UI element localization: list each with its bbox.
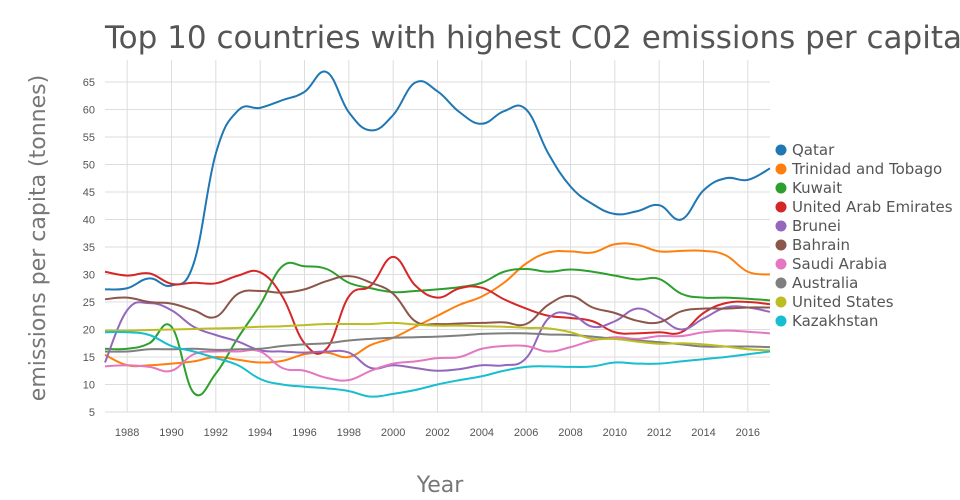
series-line-bahrain	[104, 275, 771, 327]
y-tick-label: 40	[83, 215, 95, 227]
x-tick-label: 2012	[647, 427, 671, 439]
x-tick-label: 2006	[514, 427, 538, 439]
legend-label-australia: Australia	[792, 274, 858, 292]
axis-ticks: 1988 1990 1992 1994 1996 1998 2000 2002 2004 2006…	[83, 77, 760, 439]
legend-marker-united-states	[775, 296, 787, 308]
y-tick-label: 20	[83, 325, 95, 337]
legend-marker-united-arab-emirates	[775, 201, 787, 213]
x-tick-label: 2000	[381, 427, 405, 439]
legend-label-bahrain: Bahrain	[792, 236, 850, 254]
y-tick-label: 35	[83, 242, 95, 254]
legend-label-united-arab-emirates: United Arab Emirates	[792, 198, 953, 216]
legend-label-saudi-arabia: Saudi Arabia	[792, 255, 887, 273]
x-tick-label: 2010	[603, 427, 627, 439]
legend-label-qatar: Qatar	[792, 141, 835, 159]
legend-marker-brunei	[775, 220, 787, 232]
x-tick-label: 1996	[292, 427, 316, 439]
x-tick-label: 2014	[691, 427, 715, 439]
legend-marker-kazakhstan	[775, 315, 787, 327]
legend-marker-australia	[775, 277, 787, 289]
y-tick-label: 25	[83, 297, 95, 309]
legend-marker-trinidad-and-tobago	[775, 163, 787, 175]
series-line-saudi-arabia	[104, 329, 771, 382]
legend-marker-bahrain	[775, 239, 787, 251]
x-tick-label: 2004	[470, 427, 494, 439]
legend-label-united-states: United States	[792, 293, 894, 311]
series-line-kuwait	[104, 261, 771, 397]
grid	[105, 60, 770, 413]
x-tick-label: 2002	[425, 427, 449, 439]
y-axis-title: emissions per capita (tonnes)	[26, 75, 51, 401]
y-tick-label: 30	[83, 270, 95, 282]
x-tick-label: 1990	[159, 427, 183, 439]
series-line-australia	[104, 332, 771, 353]
series-line-united-arab-emirates	[104, 255, 771, 355]
y-tick-label: 55	[83, 132, 95, 144]
x-axis-title: Year	[416, 473, 465, 498]
y-tick-label: 60	[83, 105, 95, 117]
series-line-united-states	[104, 321, 771, 352]
legend-label-trinidad-and-tobago: Trinidad and Tobago	[791, 160, 942, 178]
series-line-brunei	[104, 301, 771, 372]
x-tick-label: 1992	[204, 427, 228, 439]
x-tick-label: 1994	[248, 427, 272, 439]
x-tick-label: 2016	[736, 427, 760, 439]
x-tick-label: 2008	[558, 427, 582, 439]
y-tick-label: 65	[83, 77, 95, 89]
chart-title: Top 10 countries with highest C02 emissi…	[104, 20, 960, 56]
y-tick-label: 10	[83, 380, 95, 392]
legend-marker-saudi-arabia	[775, 258, 787, 270]
x-tick-label: 1998	[337, 427, 361, 439]
series-line-qatar	[104, 70, 771, 291]
y-tick-label: 5	[89, 407, 95, 419]
legend-marker-kuwait	[775, 182, 787, 194]
x-tick-label: 1988	[115, 427, 139, 439]
y-tick-label: 45	[83, 187, 95, 199]
series-line-kazakhstan	[104, 331, 771, 398]
y-tick-label: 50	[83, 160, 95, 172]
y-tick-label: 15	[83, 352, 95, 364]
series-lines	[104, 70, 771, 398]
legend-label-kazakhstan: Kazakhstan	[792, 312, 878, 330]
legend-label-kuwait: Kuwait	[792, 179, 842, 197]
legend-label-brunei: Brunei	[792, 217, 841, 235]
series-line-trinidad-and-tobago	[104, 242, 771, 368]
legend-marker-qatar	[775, 144, 787, 156]
